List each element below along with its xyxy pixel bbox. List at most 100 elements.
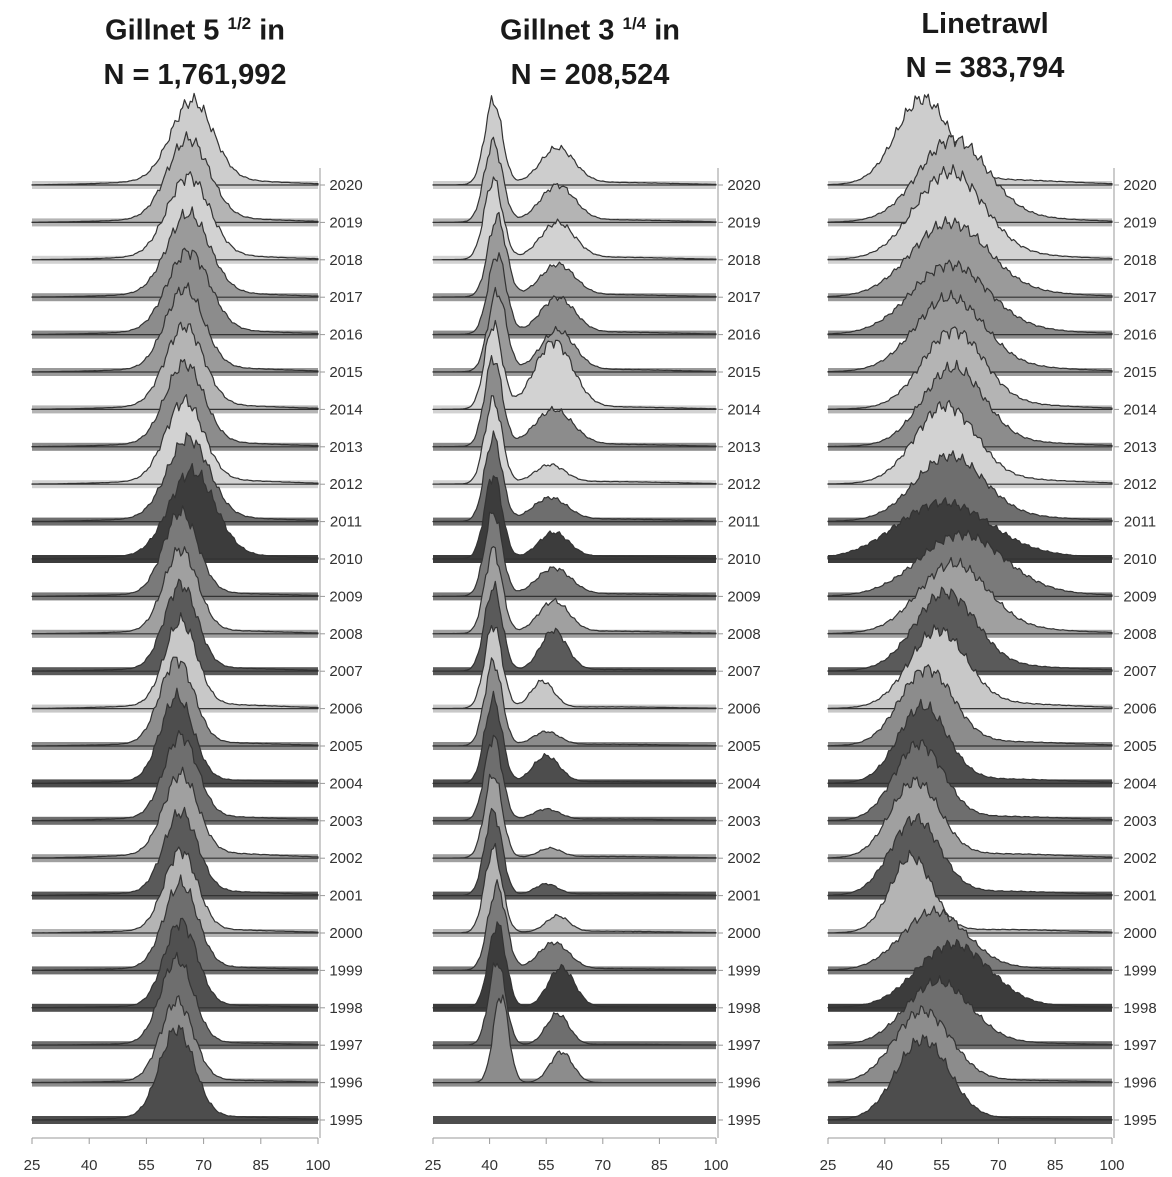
series-2014: 2014: [432, 319, 761, 418]
year-label: 2013: [1123, 439, 1156, 456]
series-2009: 2009: [432, 511, 761, 605]
density-curve: [827, 698, 1113, 784]
density-curve: [827, 939, 1113, 1009]
year-label: 2014: [329, 401, 362, 418]
panel-title-linetrawl: Linetrawl N = 383,794: [790, 2, 1172, 90]
x-tick-label: 40: [481, 1157, 498, 1174]
x-tick-label: 70: [594, 1157, 611, 1174]
density-curve: [31, 92, 319, 186]
year-label: 2006: [1123, 701, 1156, 718]
year-label: 2013: [329, 439, 362, 456]
year-label: 1998: [329, 1000, 362, 1017]
year-label: 2007: [727, 663, 760, 680]
year-label: 2003: [329, 813, 362, 830]
density-curve: [827, 556, 1113, 635]
panel-title-sup: 1/2: [227, 14, 252, 33]
density-curve: [827, 529, 1113, 597]
density-curve: [31, 687, 319, 784]
series-2005: 2005: [827, 664, 1157, 755]
x-tick-label: 55: [538, 1157, 555, 1174]
series-2013: 2013: [432, 355, 761, 456]
year-label: 2009: [329, 588, 362, 605]
x-tick-label: 25: [425, 1157, 442, 1174]
year-label: 2000: [727, 925, 760, 942]
density-curve: [432, 475, 717, 560]
year-label: 2008: [1123, 626, 1156, 643]
series-2003: 2003: [432, 734, 761, 830]
panel-title-main: Gillnet 5: [105, 14, 220, 47]
x-tick-label: 25: [820, 1157, 837, 1174]
series-2006: 2006: [432, 625, 761, 718]
density-curve: [432, 734, 717, 822]
density-curve: [31, 394, 319, 485]
baseline-strip: [433, 1116, 716, 1124]
series-2004: 2004: [827, 698, 1157, 792]
density-curve: [432, 657, 717, 747]
year-label: 2011: [1124, 514, 1156, 531]
density-curve: [31, 131, 319, 223]
year-label: 2000: [1123, 925, 1156, 942]
year-label: 2011: [728, 514, 760, 531]
density-curve: [432, 625, 717, 710]
year-label: 2016: [727, 327, 760, 344]
series-2002: 2002: [432, 773, 761, 867]
panel-subtitle: N = 383,794: [905, 52, 1065, 84]
x-tick-label: 100: [1099, 1157, 1124, 1174]
year-label: 2018: [727, 252, 760, 269]
series-1998: 1998: [827, 939, 1157, 1017]
density-curve: [432, 136, 717, 223]
density-curve: [432, 430, 717, 523]
density-curve: [827, 216, 1113, 298]
series-2006: 2006: [827, 624, 1157, 718]
year-label: 2015: [727, 364, 760, 381]
panel-title-suffix: in: [251, 14, 285, 47]
series-2000: 2000: [827, 849, 1157, 942]
series-1997: 1997: [827, 975, 1157, 1054]
density-curve: [827, 664, 1113, 747]
year-label: 2010: [1123, 551, 1156, 568]
year-label: 2020: [727, 177, 760, 194]
year-label: 1995: [1123, 1112, 1156, 1129]
year-label: 2016: [1123, 327, 1156, 344]
year-label: 2018: [329, 252, 362, 269]
year-label: 1999: [329, 962, 362, 979]
year-label: 1996: [727, 1075, 760, 1092]
density-curve: [31, 463, 319, 560]
density-curve: [432, 773, 717, 859]
year-label: 2007: [329, 663, 362, 680]
year-label: 2014: [1123, 401, 1156, 418]
series-1995: 1995: [827, 1034, 1157, 1129]
series-2008: 2008: [432, 546, 761, 643]
panel-title-main: Gillnet 3: [500, 14, 615, 47]
density-curve: [432, 580, 717, 672]
density-curve: [31, 846, 319, 934]
x-tick-label: 25: [24, 1157, 41, 1174]
year-label: 1997: [727, 1037, 760, 1054]
series-2007: 2007: [432, 580, 761, 680]
year-label: 2005: [329, 738, 362, 755]
year-label: 2012: [1123, 476, 1156, 493]
series-1995: 1995: [31, 1024, 363, 1129]
series-1995: 1995: [433, 1112, 761, 1129]
series-1996: 1996: [827, 1005, 1157, 1092]
density-curve: [31, 171, 319, 261]
series-2010: 2010: [432, 475, 761, 568]
density-curve: [31, 730, 319, 822]
year-label: 1995: [727, 1112, 760, 1129]
year-label: 2008: [727, 626, 760, 643]
year-label: 2000: [329, 925, 362, 942]
density-curve: [432, 511, 717, 597]
density-curve: [432, 355, 717, 448]
x-tick-label: 100: [703, 1157, 728, 1174]
year-label: 2001: [329, 888, 362, 905]
density-curve: [827, 1034, 1113, 1121]
year-label: 2017: [1123, 289, 1156, 306]
year-label: 1995: [329, 1112, 362, 1129]
year-label: 2002: [727, 850, 760, 867]
year-label: 2019: [727, 214, 760, 231]
series-2001: 2001: [432, 807, 761, 905]
density-curve: [827, 359, 1113, 448]
year-label: 2019: [1123, 214, 1156, 231]
panel-subtitle: N = 1,761,992: [103, 58, 287, 91]
year-label: 2016: [329, 327, 362, 344]
